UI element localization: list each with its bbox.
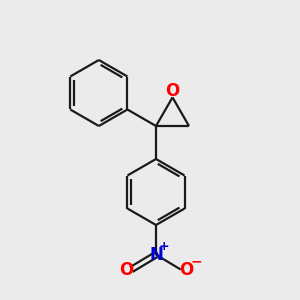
Text: O: O xyxy=(179,261,193,279)
Text: O: O xyxy=(119,261,133,279)
Text: −: − xyxy=(190,254,202,268)
Text: O: O xyxy=(165,82,180,100)
Text: +: + xyxy=(159,240,170,253)
Text: N: N xyxy=(149,246,163,264)
